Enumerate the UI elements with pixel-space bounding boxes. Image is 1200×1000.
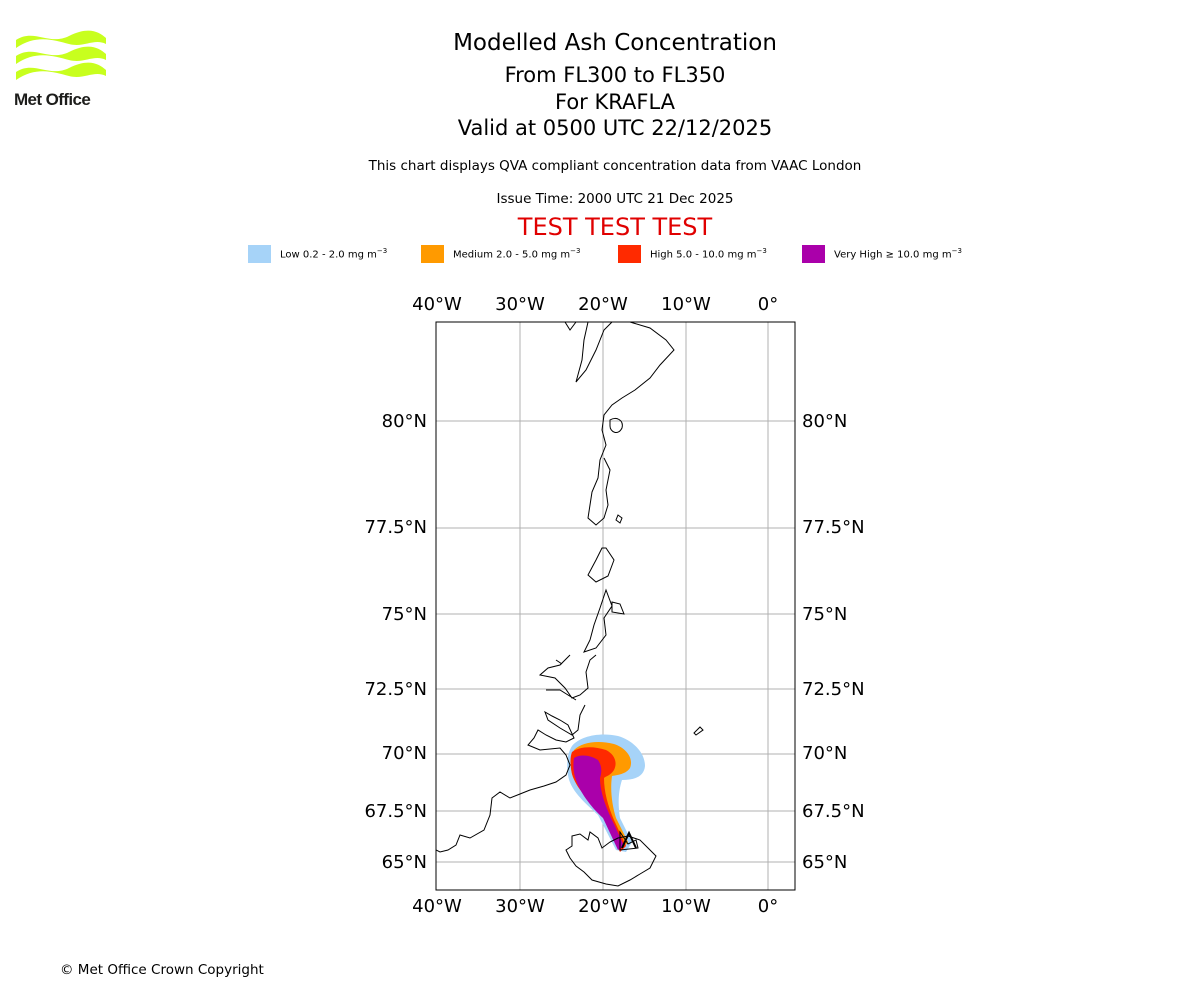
lat-label-left: 75°N bbox=[382, 604, 427, 625]
ash-very-high-region bbox=[573, 755, 624, 850]
valid-time: Valid at 0500 UTC 22/12/2025 bbox=[457, 116, 773, 140]
lat-label-left: 80°N bbox=[382, 411, 427, 432]
lon-label-bottom: 0° bbox=[758, 896, 778, 917]
legend-label-very-high: Very High ≥ 10.0 mg m−3 bbox=[834, 247, 962, 261]
chart-title: Modelled Ash Concentration bbox=[453, 30, 777, 56]
lat-label-right: 70°N bbox=[802, 743, 847, 764]
volcano-name: For KRAFLA bbox=[555, 90, 675, 114]
lat-label-right: 80°N bbox=[802, 411, 847, 432]
lon-label-bottom: 20°W bbox=[578, 896, 628, 917]
legend-item-high: High 5.0 - 10.0 mg m−3 bbox=[618, 244, 767, 264]
lat-label-right: 72.5°N bbox=[802, 679, 865, 700]
lon-label-bottom: 10°W bbox=[661, 896, 711, 917]
source-note: This chart displays QVA compliant concen… bbox=[368, 158, 862, 174]
lon-label-top: 20°W bbox=[578, 294, 628, 315]
copyright-notice: © Met Office Crown Copyright bbox=[60, 962, 264, 978]
legend-label-low: Low 0.2 - 2.0 mg m−3 bbox=[280, 247, 388, 261]
lat-label-left: 72.5°N bbox=[364, 679, 427, 700]
legend-swatch-very-high bbox=[802, 245, 825, 263]
legend-item-low: Low 0.2 - 2.0 mg m−3 bbox=[248, 244, 387, 264]
lon-label-bottom: 30°W bbox=[495, 896, 545, 917]
map-border bbox=[435, 321, 796, 891]
lat-label-right: 67.5°N bbox=[802, 801, 865, 822]
lat-label-left: 77.5°N bbox=[364, 517, 427, 538]
legend-swatch-high bbox=[618, 245, 641, 263]
met-office-waves-icon bbox=[16, 30, 106, 80]
lon-label-top: 10°W bbox=[661, 294, 711, 315]
met-office-logo: Met Office bbox=[14, 30, 109, 112]
lat-label-right: 65°N bbox=[802, 852, 847, 873]
lat-label-right: 77.5°N bbox=[802, 517, 865, 538]
lat-label-right: 75°N bbox=[802, 604, 847, 625]
coastlines bbox=[436, 322, 704, 887]
volcano-marker-icon bbox=[621, 830, 637, 849]
legend-label-high: High 5.0 - 10.0 mg m−3 bbox=[650, 247, 767, 261]
test-banner: TEST TEST TEST bbox=[517, 213, 713, 241]
lat-label-left: 70°N bbox=[382, 743, 427, 764]
legend-item-medium: Medium 2.0 - 5.0 mg m−3 bbox=[421, 244, 580, 264]
lat-label-left: 65°N bbox=[382, 852, 427, 873]
logo-text: Met Office bbox=[14, 90, 91, 109]
legend-swatch-medium bbox=[421, 245, 444, 263]
legend-item-very-high: Very High ≥ 10.0 mg m−3 bbox=[802, 244, 962, 264]
legend-label-medium: Medium 2.0 - 5.0 mg m−3 bbox=[453, 247, 581, 261]
lon-label-top: 0° bbox=[758, 294, 778, 315]
issue-time: Issue Time: 2000 UTC 21 Dec 2025 bbox=[496, 191, 734, 207]
legend-swatch-low bbox=[248, 245, 271, 263]
lon-label-top: 40°W bbox=[412, 294, 462, 315]
level-range: From FL300 to FL350 bbox=[504, 63, 726, 87]
lon-label-top: 30°W bbox=[495, 294, 545, 315]
lat-label-left: 67.5°N bbox=[364, 801, 427, 822]
lon-label-bottom: 40°W bbox=[412, 896, 462, 917]
